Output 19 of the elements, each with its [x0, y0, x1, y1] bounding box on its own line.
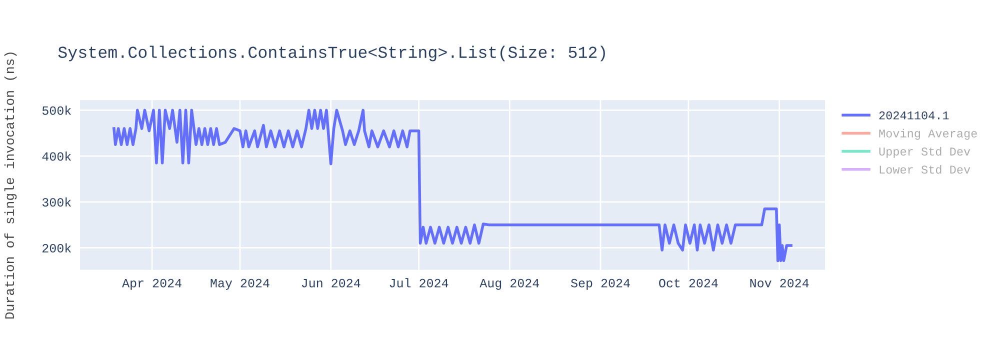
- x-tick-label: Jun 2024: [302, 278, 360, 288]
- x-tick-label: Sep 2024: [571, 278, 630, 290]
- y-tick-label: 300k: [42, 197, 72, 207]
- x-tick-label: Aug 2024: [480, 278, 540, 290]
- y-axis-title: Duration of single invocation (ns): [4, 52, 17, 319]
- chart-title: System.Collections.ContainsTrue<String>.List(Size: 512): [58, 46, 605, 62]
- y-tick-label: 500k: [42, 106, 72, 115]
- x-tick-label: Oct 2024: [659, 278, 718, 288]
- legend-label: Lower Std Dev: [880, 164, 970, 174]
- x-tick-label: Nov 2024: [750, 278, 809, 288]
- legend-label: Moving Average: [879, 128, 977, 140]
- line-series: [112, 108, 792, 262]
- legend-label: 20241104.1: [879, 111, 949, 120]
- x-tick-label: May 2024: [210, 278, 270, 290]
- x-tick-label: Jul 2024: [390, 278, 448, 288]
- y-tick-label: 200k: [42, 243, 72, 252]
- x-tick-label: Apr 2024: [122, 278, 182, 290]
- legend-label: Upper Std Dev: [879, 146, 970, 158]
- y-tick-label: 400k: [42, 152, 72, 161]
